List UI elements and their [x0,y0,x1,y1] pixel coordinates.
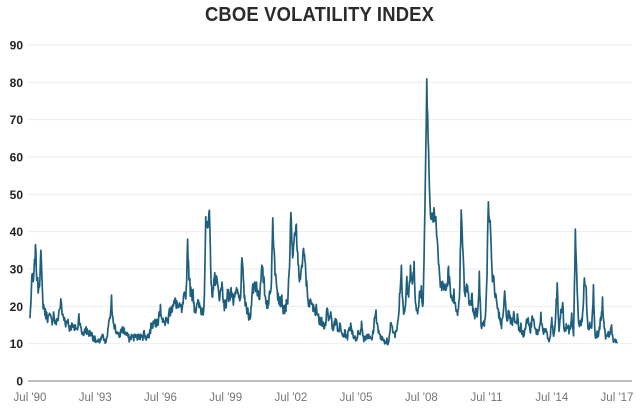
x-tick-label: Jul '96 [144,392,177,404]
x-tick-label: Jul '05 [340,392,373,404]
y-tick-label: 0 [16,375,23,389]
x-tick-label: Jul '90 [14,392,47,404]
x-tick-label: Jul '08 [405,392,438,404]
x-tick-label: Jul '17 [601,392,634,404]
y-tick-label: 20 [10,300,24,314]
y-tick-label: 40 [10,225,24,239]
chart-title: CBOE VOLATILITY INDEX [0,4,640,27]
y-tick-label: 80 [10,76,24,90]
x-tick-label: Jul '93 [79,392,112,404]
y-tick-label: 70 [10,113,24,127]
x-tick-label: Jul '99 [209,392,242,404]
y-tick-label: 90 [10,39,24,53]
y-tick-label: 50 [10,188,24,202]
y-tick-label: 30 [10,263,24,277]
x-tick-label: Jul '02 [274,392,307,404]
x-tick-label: Jul '14 [535,392,568,404]
y-tick-label: 60 [10,151,24,165]
chart-title-text: CBOE VOLATILITY INDEX [205,4,435,26]
x-tick-label: Jul '11 [471,392,503,404]
y-tick-label: 10 [10,337,24,351]
vix-series-line [29,78,618,346]
